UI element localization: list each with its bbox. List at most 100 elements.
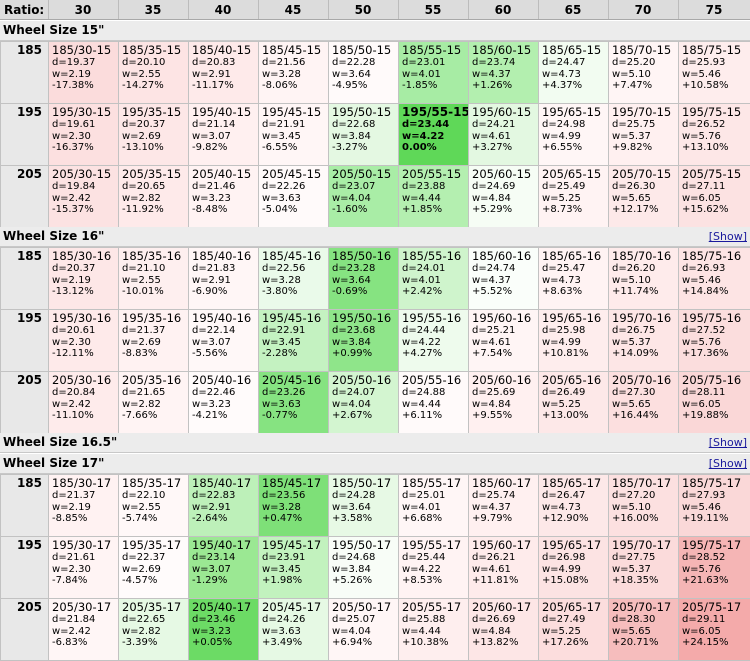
percent-diff-value: +0.05% [192,637,256,649]
width-value: w=4.61 [472,131,536,143]
width-value: w=3.28 [262,502,326,514]
show-link[interactable]: [Show] [709,230,747,243]
tire-size-label: 185/30-15 [52,44,116,57]
percent-diff-value: +14.84% [682,286,748,298]
show-link[interactable]: [Show] [709,457,747,470]
diameter-value: d=20.37 [52,263,116,275]
show-link[interactable]: [Show] [709,436,747,449]
